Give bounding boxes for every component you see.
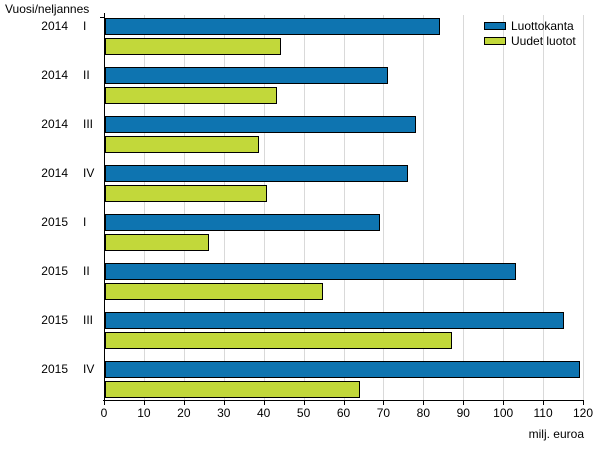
x-tick-mark (263, 401, 265, 405)
legend-label: Uudet luotot (511, 33, 576, 48)
gridline (303, 15, 305, 400)
bar-uudet-luotot-2015-II (105, 283, 323, 300)
bar-uudet-luotot-2015-I (105, 234, 209, 251)
legend-label: Luottokanta (511, 18, 574, 33)
x-tick-mark (183, 401, 185, 405)
x-tick-label: 40 (256, 406, 271, 420)
category-year-label: 2015 (41, 362, 68, 376)
x-tick-label: 70 (376, 406, 391, 420)
gridline (383, 15, 385, 400)
category-year-label: 2014 (41, 19, 68, 33)
category-quarter-label: IV (83, 362, 95, 376)
gridline (423, 15, 425, 400)
bar-luottokanta-2015-IV (105, 361, 580, 378)
category-year-label: 2015 (41, 215, 68, 229)
bar-luottokanta-2015-III (105, 312, 565, 329)
y-axis-top-tick (100, 17, 104, 18)
category-quarter-label: II (83, 264, 90, 278)
bar-uudet-luotot-2015-III (105, 332, 453, 349)
bar-uudet-luotot-2015-IV (105, 381, 361, 398)
x-tick-label: 10 (137, 406, 151, 420)
bar-uudet-luotot-2014-II (105, 87, 277, 104)
category-year-label: 2014 (41, 68, 68, 82)
x-tick-label: 50 (296, 406, 311, 420)
category-year-label: 2015 (41, 264, 68, 278)
legend-item: Uudet luotot (484, 33, 576, 48)
bar-uudet-luotot-2014-IV (105, 185, 267, 202)
gridline (343, 15, 345, 400)
bar-luottokanta-2014-III (105, 116, 417, 133)
x-tick-mark (223, 401, 225, 405)
bar-luottokanta-2015-II (105, 263, 517, 280)
x-tick-label: 120 (572, 406, 594, 420)
bar-luottokanta-2014-IV (105, 165, 409, 182)
category-quarter-label: III (83, 117, 94, 131)
gridline (143, 15, 145, 400)
bar-luottokanta-2015-I (105, 214, 381, 231)
category-quarter-label: III (83, 313, 94, 327)
x-tick-label: 0 (100, 406, 108, 420)
y-axis-line (104, 13, 105, 400)
x-tick-mark (343, 401, 345, 405)
x-tick-mark (543, 401, 545, 405)
y-axis-title: Vuosi/neljannes (5, 2, 90, 16)
gridline (223, 15, 225, 400)
x-tick-mark (383, 401, 385, 405)
legend: Luottokanta Uudet luotot (484, 18, 576, 48)
category-year-label: 2014 (41, 117, 68, 131)
x-axis-line (103, 400, 584, 401)
x-tick-mark (303, 401, 305, 405)
x-tick-label: 20 (177, 406, 191, 420)
x-tick-mark (503, 401, 505, 405)
bar-luottokanta-2014-II (105, 67, 389, 84)
category-quarter-label: IV (83, 166, 95, 180)
x-tick-label: 110 (533, 406, 553, 420)
x-tick-mark (143, 401, 145, 405)
x-tick-label: 100 (493, 406, 514, 420)
x-tick-label: 60 (336, 406, 351, 420)
gridline (263, 15, 265, 400)
category-quarter-label: II (83, 68, 90, 82)
x-tick-mark (104, 401, 105, 405)
x-tick-mark (583, 401, 584, 405)
category-quarter-label: I (83, 215, 87, 229)
category-quarter-label: I (83, 19, 87, 33)
x-tick-mark (463, 401, 465, 405)
bar-uudet-luotot-2014-I (105, 38, 281, 55)
category-year-label: 2014 (41, 166, 68, 180)
x-tick-mark (423, 401, 425, 405)
x-tick-label: 80 (416, 406, 430, 420)
x-axis-unit-label: milj. euroa (528, 427, 584, 441)
category-year-label: 2015 (41, 313, 68, 327)
gridline (543, 15, 545, 400)
x-tick-label: 30 (217, 406, 231, 420)
x-tick-label: 90 (456, 406, 470, 420)
gridline (583, 15, 584, 400)
gridline (463, 15, 465, 400)
legend-item: Luottokanta (484, 18, 576, 33)
bar-uudet-luotot-2014-III (105, 136, 259, 153)
legend-swatch-icon (484, 21, 506, 30)
gridline (183, 15, 185, 400)
legend-swatch-icon (484, 36, 506, 45)
bar-luottokanta-2014-I (105, 18, 441, 35)
gridline (503, 15, 505, 400)
